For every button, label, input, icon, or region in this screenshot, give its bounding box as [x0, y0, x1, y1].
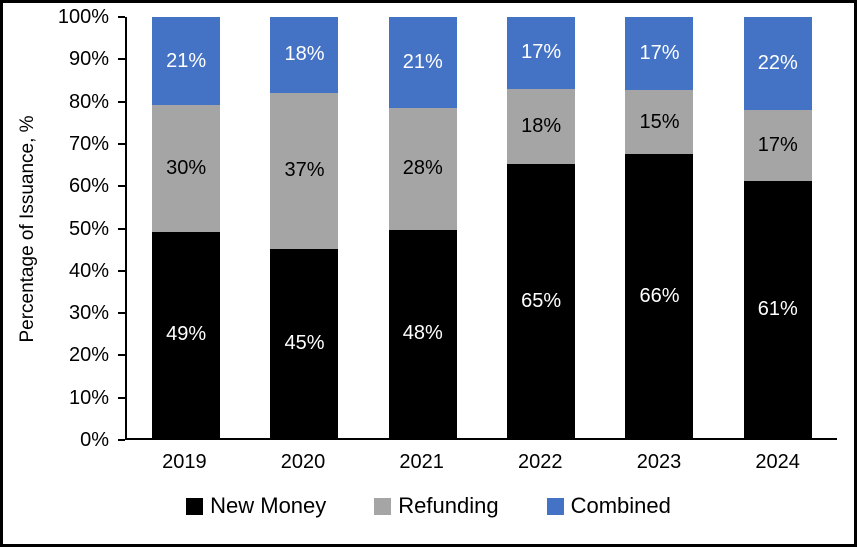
stacked-bar-2021: 48% 28% 21% [388, 17, 457, 438]
y-tick-label: 50% [68, 217, 109, 240]
plot-area: 49% 30% 21% 45% 37% 18% 48% 28% 21% 65% 18% 17% 66% 1… [125, 17, 837, 440]
y-tick-mark [118, 16, 125, 18]
segment-new-money: 61% [743, 181, 812, 438]
legend-label: Combined [570, 493, 671, 518]
y-tick-mark [118, 227, 125, 230]
y-tick-label: 30% [68, 302, 109, 325]
legend-swatch [546, 497, 564, 515]
y-tick-mark [118, 269, 125, 272]
x-axis: 2019 2020 2021 2022 2023 2024 [125, 451, 837, 474]
segment-combined: 17% [625, 17, 694, 91]
segment-combined: 17% [507, 17, 576, 89]
y-tick-mark [118, 58, 125, 61]
y-tick-mark [118, 396, 125, 399]
x-tick-label: 2021 [399, 451, 444, 473]
y-tick-label: 40% [68, 259, 109, 282]
stacked-bar-2020: 45% 37% 18% [270, 17, 339, 438]
legend-item-new-money: New Money [186, 493, 326, 519]
y-tick-label: 90% [68, 48, 109, 71]
y-tick-label: 60% [68, 175, 109, 198]
legend-label: New Money [210, 493, 327, 518]
y-tick-label: 80% [68, 90, 109, 113]
segment-combined: 18% [270, 17, 339, 93]
x-tick-label: 2019 [162, 451, 207, 473]
legend-item-refunding: Refunding [374, 493, 499, 519]
x-tick-label: 2023 [636, 451, 682, 473]
segment-combined: 21% [152, 17, 221, 106]
y-tick-label: 100% [57, 6, 109, 28]
segment-combined: 21% [388, 17, 457, 109]
y-tick-label: 10% [68, 386, 109, 409]
segment-new-money: 45% [270, 248, 339, 438]
y-tick-mark [118, 142, 125, 145]
y-tick-mark [118, 312, 125, 315]
segment-refunding: 15% [625, 90, 694, 155]
y-tick-mark [118, 100, 125, 103]
legend-label: Refunding [398, 493, 499, 518]
segment-new-money: 65% [507, 164, 576, 438]
segment-refunding: 37% [270, 92, 339, 249]
legend-swatch [186, 497, 204, 515]
segment-refunding: 28% [388, 108, 457, 230]
y-tick-mark [118, 354, 125, 357]
y-tick-mark [118, 185, 125, 188]
y-tick-label: 20% [68, 344, 109, 367]
stacked-bar-2022: 65% 18% 17% [507, 17, 576, 438]
segment-combined: 22% [743, 17, 812, 110]
legend-item-combined: Combined [546, 493, 671, 519]
segment-refunding: 30% [152, 105, 221, 232]
y-axis: 0% 10% 20% 30% 40% 50% 60% 70% 80% 90% 100% [3, 7, 125, 450]
x-tick-label: 2022 [518, 451, 563, 473]
segment-refunding: 18% [507, 88, 576, 165]
stacked-bar-2019: 49% 30% 21% [152, 17, 221, 438]
segment-new-money: 49% [152, 231, 221, 438]
chart-legend: New Money Refunding Combined [3, 493, 854, 519]
y-tick-mark [118, 439, 125, 441]
segment-refunding: 17% [743, 109, 812, 182]
y-tick-label: 0% [80, 429, 109, 451]
legend-swatch [374, 497, 392, 515]
stacked-bar-2023: 66% 15% 17% [625, 17, 694, 438]
x-tick-label: 2024 [755, 451, 800, 473]
stacked-bar-2024: 61% 17% 22% [743, 17, 812, 438]
segment-new-money: 66% [625, 154, 694, 438]
y-tick-label: 70% [68, 132, 109, 155]
x-tick-label: 2020 [280, 451, 326, 473]
segment-new-money: 48% [388, 229, 457, 438]
